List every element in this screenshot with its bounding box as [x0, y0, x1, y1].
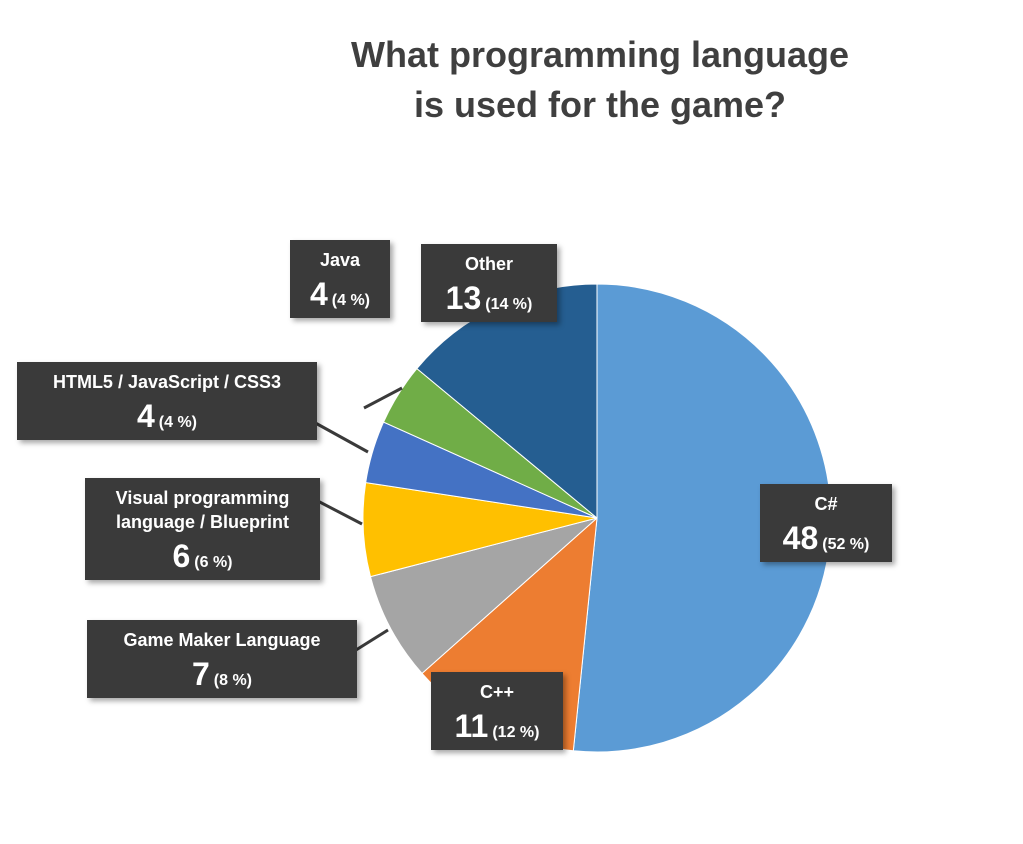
- slice-percent: (4 %): [331, 292, 371, 309]
- chart-title-line-2: is used for the game?: [413, 84, 787, 125]
- chart-title: What programming language is used for th…: [280, 30, 920, 130]
- chart-title-line-1: What programming language: [350, 34, 850, 75]
- leader-lines: [309, 386, 403, 662]
- slice-value: 4: [136, 398, 155, 434]
- callout-java: Java 4 (4 %): [290, 240, 390, 318]
- slice-value: 6: [172, 538, 191, 574]
- slice-label: Other: [464, 254, 513, 274]
- slice-percent: (14 %): [485, 296, 533, 313]
- callout-visual-programming: Visual programming language / Blueprint …: [85, 478, 320, 580]
- slice-label: language / Blueprint: [115, 512, 289, 532]
- leader-line-0: [363, 386, 403, 410]
- leader-line-2: [311, 496, 363, 526]
- slice-percent: (4 %): [158, 414, 198, 431]
- slice-label: Visual programming: [115, 488, 290, 508]
- slice-value: 13: [445, 280, 482, 316]
- callout-csharp: C# 48 (52 %): [760, 484, 892, 562]
- slice-label: C#: [814, 494, 838, 514]
- slice-label: Game Maker Language: [123, 630, 321, 650]
- slice-percent: (12 %): [492, 724, 540, 741]
- slice-value: 4: [309, 276, 328, 312]
- slice-percent: (52 %): [822, 536, 870, 553]
- callout-other: Other 13 (14 %): [421, 244, 557, 322]
- leader-line-1: [309, 418, 369, 454]
- pie-slices: [362, 283, 832, 753]
- slice-percent: (6 %): [194, 554, 233, 571]
- slice-value: 11: [454, 708, 489, 744]
- slice-label: C++: [479, 682, 515, 702]
- callout-game-maker: Game Maker Language 7 (8 %): [87, 620, 357, 698]
- slice-label: Java: [319, 250, 361, 270]
- slice-percent: (8 %): [213, 672, 253, 689]
- pie-slice-2: [369, 517, 598, 675]
- slice-value: 48: [782, 520, 819, 556]
- slice-label: HTML5 / JavaScript / CSS3: [52, 372, 282, 392]
- slice-value: 7: [191, 656, 210, 692]
- callout-cpp: C++ 11 (12 %): [431, 672, 563, 750]
- callout-html5: HTML5 / JavaScript / CSS3 4 (4 %): [17, 362, 317, 440]
